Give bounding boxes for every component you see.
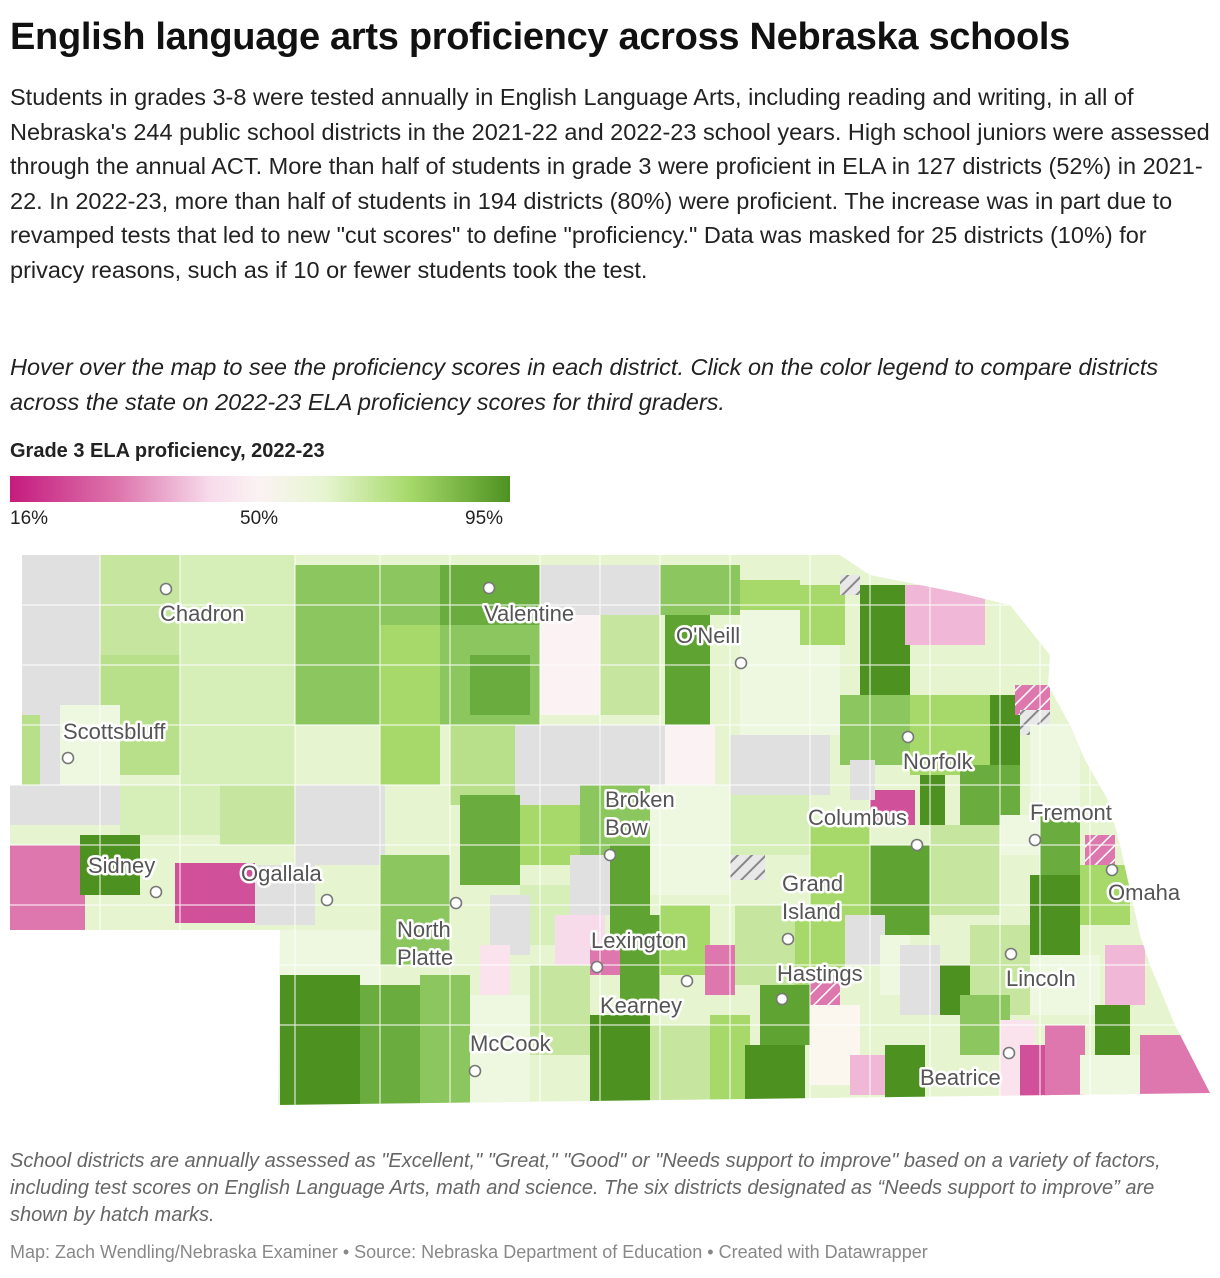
city-lincoln: Lincoln — [1004, 947, 1078, 994]
city-label: North — [397, 917, 451, 942]
city-chadron: Chadron — [158, 582, 247, 629]
city-dot — [320, 893, 334, 907]
city-dot — [680, 974, 694, 988]
city-lexington: Lexington — [589, 926, 689, 974]
legend-min-label: 16% — [10, 508, 49, 529]
city-columbus: Columbus — [806, 803, 924, 852]
city-valentine: Valentine — [482, 581, 577, 629]
city-scottsbluff: Scottsbluff — [61, 717, 169, 765]
city-dot — [734, 656, 748, 670]
city-label: McCook — [470, 1031, 552, 1056]
description-text: Students in grades 3-8 were tested annua… — [10, 84, 1210, 283]
city-dot — [61, 751, 75, 765]
city-dot — [468, 1064, 482, 1078]
city-dot — [149, 885, 163, 899]
city-dot — [781, 932, 795, 946]
district-regions[interactable] — [0, 545, 1220, 1115]
page-title: English language arts proficiency across… — [10, 16, 1070, 58]
city-label: O'Neill — [676, 623, 740, 648]
nebraska-district-map[interactable]: Chadron Valentine O'Neill Scottsbluff No… — [0, 545, 1220, 1115]
city-oneill: O'Neill — [674, 621, 748, 670]
city-broken-bow: Broken Bow — [603, 785, 677, 862]
legend-max-label: 95% — [465, 508, 504, 529]
city-hastings: Hastings — [775, 959, 865, 1006]
city-label: Chadron — [160, 601, 244, 626]
city-label: Columbus — [808, 805, 907, 830]
city-label: Bow — [605, 815, 648, 840]
city-north-platte: North Platte — [395, 896, 463, 973]
city-label: Island — [782, 899, 841, 924]
city-label: Lincoln — [1006, 966, 1076, 991]
city-fremont: Fremont — [1028, 798, 1114, 847]
city-norfolk: Norfolk — [901, 730, 976, 777]
city-label: Platte — [397, 945, 453, 970]
city-markers: Chadron Valentine O'Neill Scottsbluff No… — [61, 581, 1183, 1093]
city-label: Grand — [782, 871, 843, 896]
city-dot — [1004, 947, 1018, 961]
city-label: Hastings — [777, 961, 863, 986]
instructions-text: Hover over the map to see the proficienc… — [10, 354, 1159, 415]
city-label: Lexington — [591, 928, 686, 953]
city-sidney: Sidney — [86, 851, 163, 899]
credit-line: Map: Zach Wendling/Nebraska Examiner • S… — [10, 1242, 928, 1262]
legend-title: Grade 3 ELA proficiency, 2022-23 — [10, 440, 325, 462]
city-label: Omaha — [1108, 880, 1181, 905]
color-legend-bar[interactable] — [10, 476, 510, 502]
city-dot — [449, 896, 463, 910]
city-ogallala: Ogallala — [239, 859, 334, 907]
city-grand-island: Grand Island — [780, 869, 846, 946]
city-omaha: Omaha — [1105, 863, 1183, 908]
city-label: Ogallala — [241, 861, 322, 886]
city-dot — [775, 992, 789, 1006]
city-dot — [590, 960, 604, 974]
city-label: Broken — [605, 787, 675, 812]
city-label: Beatrice — [920, 1065, 1001, 1090]
city-dot — [910, 838, 924, 852]
city-label: Fremont — [1030, 800, 1112, 825]
city-beatrice: Beatrice — [918, 1046, 1016, 1093]
city-label: Norfolk — [903, 749, 974, 774]
city-dot — [901, 730, 915, 744]
footnote-text: School districts are annually assessed a… — [10, 1150, 1161, 1226]
city-dot — [1105, 863, 1119, 877]
city-dot — [482, 581, 496, 595]
city-label: Kearney — [600, 993, 682, 1018]
city-label: Sidney — [88, 853, 155, 878]
city-label: Valentine — [484, 601, 574, 626]
city-dot — [603, 848, 617, 862]
city-mccook: McCook — [468, 1029, 554, 1078]
city-dot — [1002, 1046, 1016, 1060]
city-dot — [159, 582, 173, 596]
legend-mid-label: 50% — [240, 508, 279, 529]
city-kearney: Kearney — [598, 974, 694, 1021]
city-dot — [1028, 833, 1042, 847]
city-label: Scottsbluff — [63, 719, 166, 744]
